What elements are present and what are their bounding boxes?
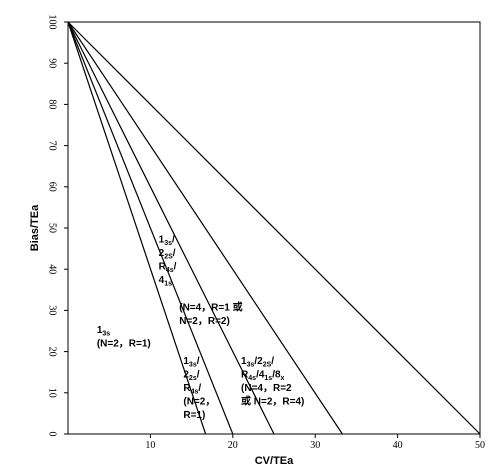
annotation-segment: 1s: [264, 375, 272, 382]
annotation-segment: R: [159, 261, 167, 272]
annotation-segment: 2S: [164, 253, 173, 260]
x-tick-label: 20: [228, 440, 238, 451]
annotation-a1: 13s(N=2，R=1): [97, 325, 151, 350]
annotation-a2: 13s/22s/R4s/(N=2，R=1): [183, 356, 215, 421]
x-tick-label: 10: [145, 440, 155, 451]
series-lines: [67, 21, 481, 435]
annotation-a3: 13s/22S/R4s/41s: [159, 234, 177, 287]
annotation-line: 22S/: [159, 248, 176, 260]
annotation-segment: 4s: [191, 388, 199, 395]
y-tick-label: 10: [47, 388, 58, 398]
y-tick-label: 80: [47, 99, 58, 109]
annotation-segment: (N=4，R=2: [241, 383, 292, 394]
annotations: 13s(N=2，R=1)13s/22s/R4s/(N=2，R=1)13s/22S…: [97, 234, 305, 421]
annotation-line: R4s/: [183, 383, 201, 396]
annotation-segment: /: [174, 261, 177, 272]
annotation-line: 或 N=2，R=4): [241, 394, 304, 407]
y-tick-label: 100: [47, 15, 58, 30]
series-line-2: [67, 21, 234, 435]
annotation-line: 22s/: [183, 369, 199, 382]
annotation-line: R4s/41s/8x: [241, 369, 285, 382]
annotation-segment: 4s: [166, 267, 174, 274]
y-tick-label: 20: [47, 347, 58, 357]
annotation-segment: 4s: [248, 375, 256, 382]
annotation-a4: 13s/22S/R4s/41s/8x(N=4，R=2或 N=2，R=4): [241, 356, 304, 408]
annotation-segment: /: [197, 356, 200, 367]
annotation-segment: R=1): [183, 410, 205, 421]
annotation-segment: 2s: [189, 375, 197, 382]
annotation-segment: /2: [254, 356, 263, 367]
annotation-segment: (N=2，R=1): [97, 339, 151, 350]
annotation-segment: 2: [183, 369, 189, 380]
annotation-segment: 3s: [189, 361, 197, 368]
y-tick-label: 60: [47, 182, 58, 192]
annotation-segment: 1: [241, 356, 247, 367]
y-tick-label: 40: [47, 264, 58, 274]
annotation-segment: 3s: [102, 331, 110, 338]
y-tick-label: 0: [47, 432, 58, 437]
annotation-segment: 3s: [164, 240, 172, 247]
y-tick-label: 50: [47, 223, 58, 233]
annotation-segment: /: [172, 234, 175, 245]
annotation-segment: 2: [159, 248, 165, 259]
annotation-segment: 1: [183, 356, 189, 367]
annotation-segment: /: [198, 383, 201, 394]
annotation-segment: 2S: [263, 361, 272, 368]
series-line-5: [67, 21, 481, 435]
annotation-segment: /: [197, 369, 200, 380]
series-line-3: [67, 21, 275, 435]
annotation-line: 13s/22S/: [241, 356, 274, 369]
annotation-segment: 1s: [164, 280, 172, 287]
annotation-segment: R: [241, 369, 249, 380]
annotation-segment: /4: [256, 369, 265, 380]
annotation-segment: 4: [159, 275, 165, 286]
annotation-line: 13s: [97, 325, 110, 338]
annotation-line: (N=2，R=1): [97, 339, 151, 350]
annotation-segment: /: [173, 248, 176, 259]
annotation-segment: N=2，R=2): [179, 316, 230, 327]
annotation-line: R=1): [183, 410, 205, 421]
annotation-line: (N=4，R=2: [241, 383, 292, 394]
annotation-a3b: (N=4，R=1 或 N=2，R=2): [179, 300, 242, 327]
annotation-segment: 或 N=2，R=4): [241, 394, 304, 407]
x-axis-ticks: 10 20 30 40 50: [145, 434, 485, 451]
annotation-line: (N=2，: [183, 396, 215, 407]
series-line-1: [67, 21, 207, 435]
annotation-segment: 1: [97, 325, 103, 336]
x-tick-label: 40: [393, 440, 403, 451]
series-line-4: [67, 21, 343, 435]
annotation-segment: (N=4，R=1 或: [179, 300, 242, 313]
annotation-segment: /: [271, 356, 274, 367]
annotation-line: 41s: [159, 275, 172, 288]
annotation-segment: 3s: [247, 361, 255, 368]
annotation-segment: x: [281, 375, 285, 382]
x-axis-title: CV/TEa: [255, 455, 294, 467]
y-tick-label: 30: [47, 305, 58, 315]
annotation-line: (N=4，R=1 或: [179, 300, 242, 313]
y-tick-label: 90: [47, 58, 58, 68]
x-tick-label: 30: [310, 440, 320, 451]
y-axis-ticks: 0 10 20 30 40 50 60 70 80 90 100: [47, 15, 68, 437]
annotation-line: 13s/: [183, 356, 199, 369]
annotation-line: R4s/: [159, 261, 177, 274]
annotation-segment: R: [183, 383, 191, 394]
annotation-segment: /8: [272, 369, 281, 380]
annotation-segment: (N=2，: [183, 396, 215, 407]
y-tick-label: 70: [47, 141, 58, 151]
annotation-line: 13s/: [159, 234, 175, 247]
annotation-line: N=2，R=2): [179, 316, 230, 327]
annotation-segment: 1: [159, 234, 165, 245]
y-axis-title: Bias/TEa: [29, 204, 41, 251]
x-tick-label: 50: [475, 440, 485, 451]
